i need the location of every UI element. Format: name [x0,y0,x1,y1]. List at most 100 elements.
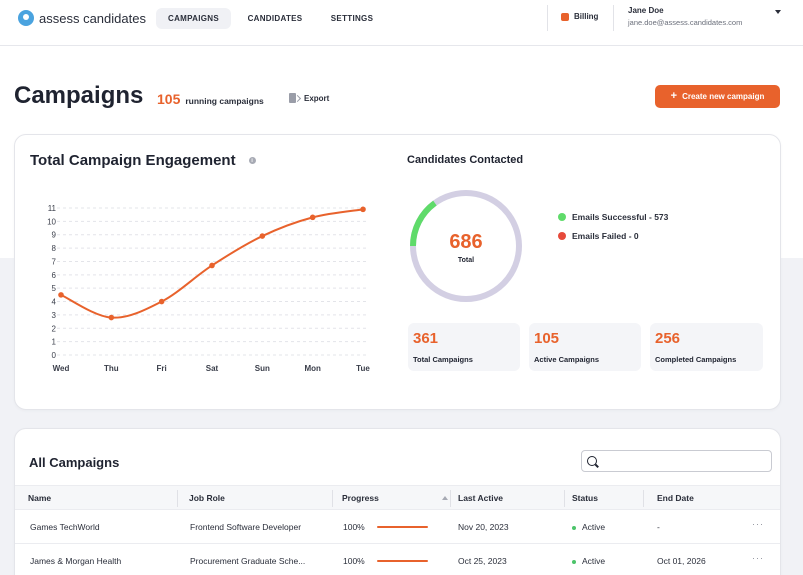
nav-divider [613,5,614,31]
legend-item-successful: Emails Successful - 573 [558,212,668,222]
legend-item-failed: Emails Failed - 0 [558,231,668,241]
chevron-down-icon[interactable] [775,10,781,14]
contacted-legend: Emails Successful - 573 Emails Failed - … [558,212,668,250]
top-nav: assess candidates CAMPAIGNS CANDIDATES S… [0,0,803,46]
stat-value: 105 [534,330,560,347]
campaigns-table-card: All Campaigns Name Job Role Progress Las… [14,428,781,575]
x-tick-label: Tue [356,364,370,373]
stat-label: Total Campaigns [413,355,473,364]
progress-bar [377,526,428,528]
export-icon [289,93,299,103]
engagement-chart: 0 1 2 3 4 5 6 7 8 9 10 11 Wed Thu Fri Sat Sun Mon Tue [47,204,370,373]
stat-label: Completed Campaigns [655,355,737,364]
data-point [108,314,115,321]
running-count: 105 [157,91,181,107]
logo[interactable]: assess candidates [18,10,146,26]
donut-total: 686 [449,231,483,253]
cell-job-role: Procurement Graduate Sche... [190,556,306,566]
y-tick-label: 9 [52,231,57,240]
stat-value: 256 [655,330,681,347]
engagement-title: Total Campaign Engagement i [30,152,256,169]
stat-completed-campaigns: 256 Completed Campaigns [650,323,763,371]
logo-icon [18,10,34,26]
running-campaigns: 105 running campaigns [157,91,264,107]
user-email: jane.doe@assess.candidates.com [628,18,743,27]
donut-total-label: Total [457,257,475,264]
billing-label: Billing [574,12,599,21]
cell-progress: 100% [343,522,365,532]
column-last-active[interactable]: Last Active [458,493,504,503]
column-name[interactable]: Name [28,493,52,503]
y-tick-label: 0 [52,351,57,360]
sort-icon[interactable] [442,496,448,500]
stat-label: Active Campaigns [534,355,600,364]
create-campaign-button[interactable]: + Create new campaign [655,85,780,108]
progress-bar [377,560,428,562]
x-tick-label: Sun [255,364,270,373]
column-separator [450,490,451,507]
stat-total-campaigns: 361 Total Campaigns [408,323,520,371]
y-tick-label: 2 [52,324,57,333]
tab-candidates[interactable]: CANDIDATES [247,14,303,23]
cell-name: Games TechWorld [30,522,100,532]
cell-job-role: Frontend Software Developer [190,522,302,532]
page-title: Campaigns [14,82,144,109]
data-point [259,233,266,239]
column-separator [332,490,333,507]
search-icon [587,456,597,466]
x-tick-label: Fri [157,364,167,373]
legend-label: Emails Successful - 573 [572,212,669,222]
column-job-role[interactable]: Job Role [189,493,225,503]
cell-progress: 100% [343,556,365,566]
user-menu[interactable]: Jane Doe jane.doe@assess.candidates.com [628,6,742,27]
cell-status: Active [572,522,605,532]
status-dot [572,559,576,564]
y-tick-label: 10 [47,217,56,226]
contacted-title: Candidates Contacted [407,154,524,166]
info-icon[interactable]: i [248,157,256,164]
table-row[interactable]: James & Morgan Health Procurement Gradua… [15,544,780,575]
x-tick-label: Sat [206,364,219,373]
tab-campaigns[interactable]: CAMPAIGNS [156,8,231,29]
column-status[interactable]: Status [572,493,598,503]
legend-dot-failed [558,232,566,240]
column-end-date[interactable]: End Date [657,493,694,503]
all-campaigns-title: All Campaigns [29,455,120,470]
nav-divider [547,5,548,31]
y-tick-label: 6 [52,271,57,280]
stat-value: 361 [413,330,439,347]
column-progress[interactable]: Progress [342,493,379,503]
table-row[interactable]: Games TechWorld Frontend Software Develo… [15,510,780,544]
billing-icon [561,12,569,21]
more-icon[interactable]: ··· [752,553,764,563]
column-separator [564,490,565,507]
contacted-donut [410,190,522,302]
plus-icon: + [670,90,678,102]
legend-label: Emails Failed - 0 [572,231,639,241]
running-label: running campaigns [185,96,264,106]
create-campaign-label: Create new campaign [682,92,765,101]
tab-settings[interactable]: SETTINGS [330,14,374,23]
y-tick-label: 5 [52,284,57,293]
data-point [209,262,215,269]
donut-segment-successful [410,190,522,302]
more-icon[interactable]: ··· [752,519,764,529]
y-tick-label: 8 [52,244,57,253]
status-label: Active [582,556,606,566]
logo-text: assess candidates [39,10,146,26]
stat-active-campaigns: 105 Active Campaigns [529,323,641,371]
column-separator [643,490,644,507]
export-label: Export [304,93,330,103]
legend-dot-success [558,213,566,221]
x-tick-label: Thu [104,364,119,373]
column-separator [177,490,178,507]
cell-name: James & Morgan Health [30,556,122,566]
data-point [309,214,316,221]
status-dot [572,525,576,530]
billing-button[interactable]: Billing [561,12,598,21]
cell-last-active: Nov 20, 2023 [458,522,509,532]
y-tick-label: 3 [52,311,57,320]
y-tick-label: 7 [52,257,57,266]
search-input[interactable] [581,450,772,472]
export-button[interactable]: Export [289,93,329,103]
